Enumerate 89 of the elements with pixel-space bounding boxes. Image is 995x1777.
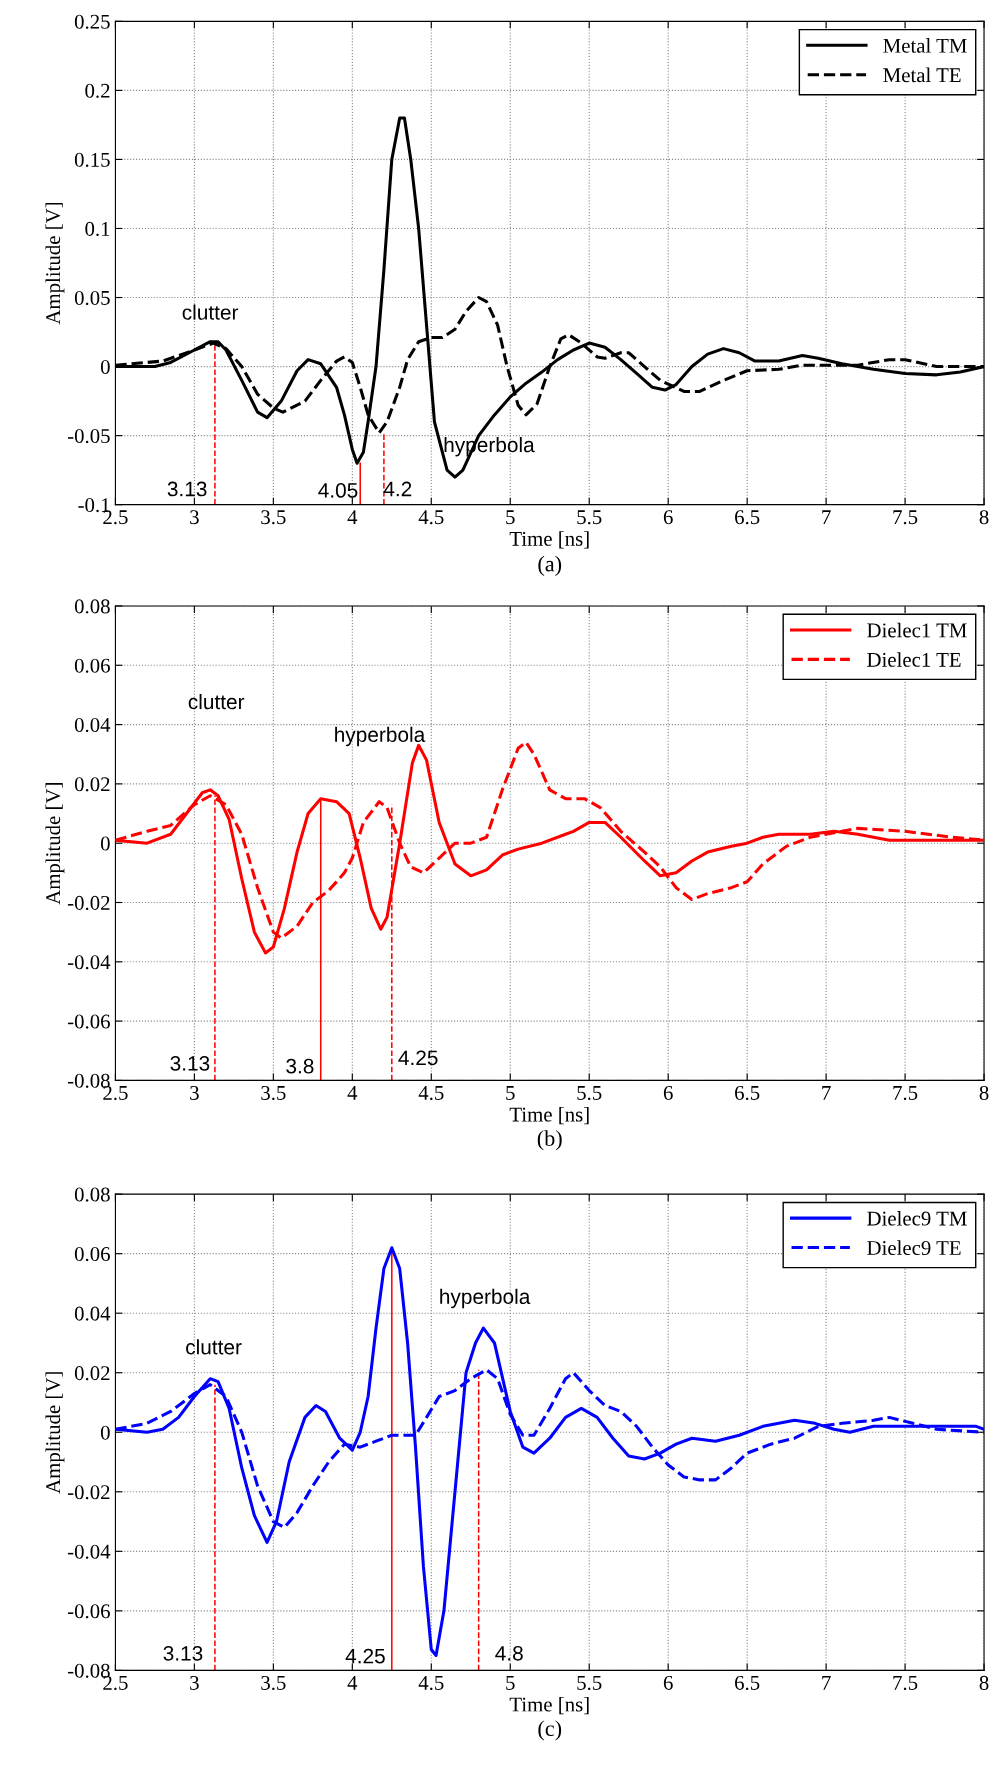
x-tick-label: 7.5 bbox=[893, 510, 918, 525]
annotation: 4.25 bbox=[345, 1648, 385, 1664]
x-tick-label: 8 bbox=[979, 1675, 989, 1690]
annotation: 4.8 bbox=[495, 1645, 523, 1661]
x-tick-label: 7 bbox=[822, 1086, 831, 1100]
annotation: clutter bbox=[188, 693, 245, 710]
y-tick-label: 0 bbox=[100, 1425, 110, 1440]
y-tick-label: 0.1 bbox=[85, 221, 110, 236]
y-tick-label: -0.06 bbox=[67, 1604, 110, 1619]
x-tick-label: 4 bbox=[347, 1086, 358, 1100]
annotation: 3.13 bbox=[167, 481, 207, 497]
legend-label: Dielec9 TM bbox=[867, 1210, 967, 1226]
annotation: 3.8 bbox=[286, 1058, 314, 1074]
annotation: 4.05 bbox=[318, 483, 358, 498]
x-tick-label: 8 bbox=[979, 1085, 989, 1100]
x-tick-label: 7 bbox=[822, 1676, 831, 1690]
annotation: 4.25 bbox=[398, 1050, 438, 1066]
y-tick-label: 0.04 bbox=[74, 717, 111, 733]
x-tick-label: 3 bbox=[190, 510, 199, 525]
text: (c) bbox=[538, 1720, 562, 1741]
y-tick-label: 0.02 bbox=[74, 1366, 110, 1381]
x-tick-label: 6 bbox=[663, 1085, 673, 1100]
y-axis-title: Amplitude [V] bbox=[45, 783, 65, 905]
y-tick-label: 0.04 bbox=[74, 1306, 111, 1321]
y-tick-label: -0.04 bbox=[67, 1544, 111, 1559]
annotation: clutter bbox=[186, 1339, 242, 1355]
x-tick-label: 6 bbox=[663, 1675, 673, 1690]
x-tick-label: 2.5 bbox=[103, 1675, 128, 1690]
x-axis-title: Time [ns] bbox=[509, 1106, 589, 1125]
x-tick-label: 4 bbox=[347, 1675, 358, 1690]
y-tick-label: 0 bbox=[100, 359, 110, 374]
x-tick-label: 3 bbox=[190, 1085, 199, 1100]
x-tick-label: 6.5 bbox=[735, 1085, 760, 1101]
x-tick-label: 5 bbox=[506, 1676, 515, 1690]
y-tick-label: -0.02 bbox=[67, 895, 110, 911]
legend-label: Dielec1 TM bbox=[867, 622, 967, 638]
annotation: 3.13 bbox=[163, 1645, 203, 1661]
legend-label: Dielec1 TE bbox=[867, 652, 961, 667]
annotation: hyperbola bbox=[335, 726, 426, 747]
x-tick-label: 6 bbox=[663, 510, 673, 525]
x-tick-label: 7 bbox=[822, 510, 831, 524]
annotation: 4.2 bbox=[383, 481, 412, 497]
x-tick-label: 5 bbox=[506, 1086, 515, 1100]
x-tick-label: 5.5 bbox=[577, 510, 602, 525]
y-tick-label: 0.2 bbox=[85, 83, 110, 98]
x-tick-label: 3.5 bbox=[261, 510, 286, 525]
annotation: clutter bbox=[182, 304, 239, 320]
x-tick-label: 7.5 bbox=[893, 1676, 918, 1690]
y-tick-label: -0.08 bbox=[67, 1663, 110, 1678]
x-tick-label: 8 bbox=[979, 510, 989, 525]
x-tick-label: 3.5 bbox=[261, 1085, 286, 1101]
y-axis-title: Amplitude [V] bbox=[45, 1372, 65, 1494]
x-tick-label: 7.5 bbox=[893, 1086, 918, 1101]
x-tick-label: 3 bbox=[190, 1675, 199, 1690]
annotation: 3.13 bbox=[170, 1055, 210, 1071]
y-tick-label: 0.06 bbox=[74, 1247, 110, 1262]
x-tick-label: 3.5 bbox=[261, 1675, 286, 1690]
y-tick-label: -0.08 bbox=[67, 1073, 110, 1088]
annotation: hyperbola bbox=[440, 1288, 531, 1309]
x-tick-label: 2.5 bbox=[103, 1085, 128, 1101]
legend-label: Dielec9 TE bbox=[867, 1240, 961, 1256]
legend-label: Metal TE bbox=[883, 67, 961, 83]
y-tick-label: 0.25 bbox=[74, 14, 110, 29]
x-tick-label: 6.5 bbox=[735, 1675, 760, 1690]
x-tick-label: 4.5 bbox=[418, 1086, 444, 1101]
y-tick-label: -0.05 bbox=[67, 428, 110, 444]
y-tick-label: 0.05 bbox=[74, 290, 110, 306]
x-axis-title: Time [ns] bbox=[509, 531, 589, 549]
text: (a) bbox=[538, 555, 562, 576]
y-tick-label: 0.06 bbox=[74, 658, 110, 673]
y-tick-label: -0.04 bbox=[67, 955, 111, 970]
y-axis-title: Amplitude [V] bbox=[45, 202, 65, 325]
x-tick-label: 5 bbox=[506, 510, 515, 525]
x-tick-label: 5.5 bbox=[577, 1676, 602, 1690]
y-tick-label: 0.08 bbox=[74, 599, 110, 614]
x-axis-title: Time [ns] bbox=[509, 1696, 589, 1715]
x-tick-label: 4 bbox=[347, 510, 358, 524]
y-tick-label: 0.02 bbox=[74, 777, 110, 792]
text: (b) bbox=[537, 1130, 562, 1151]
y-tick-label: 0.15 bbox=[74, 152, 110, 167]
legend-label: Metal TM bbox=[883, 38, 967, 53]
y-tick-label: -0.02 bbox=[67, 1485, 110, 1500]
x-tick-label: 5.5 bbox=[577, 1086, 602, 1101]
y-tick-label: 0.08 bbox=[74, 1187, 110, 1202]
x-tick-label: 4.5 bbox=[418, 1675, 444, 1690]
y-tick-label: 0 bbox=[100, 836, 110, 851]
y-tick-label: -0.06 bbox=[67, 1014, 110, 1029]
x-tick-label: 6.5 bbox=[735, 510, 760, 525]
x-tick-label: 4.5 bbox=[418, 510, 444, 525]
